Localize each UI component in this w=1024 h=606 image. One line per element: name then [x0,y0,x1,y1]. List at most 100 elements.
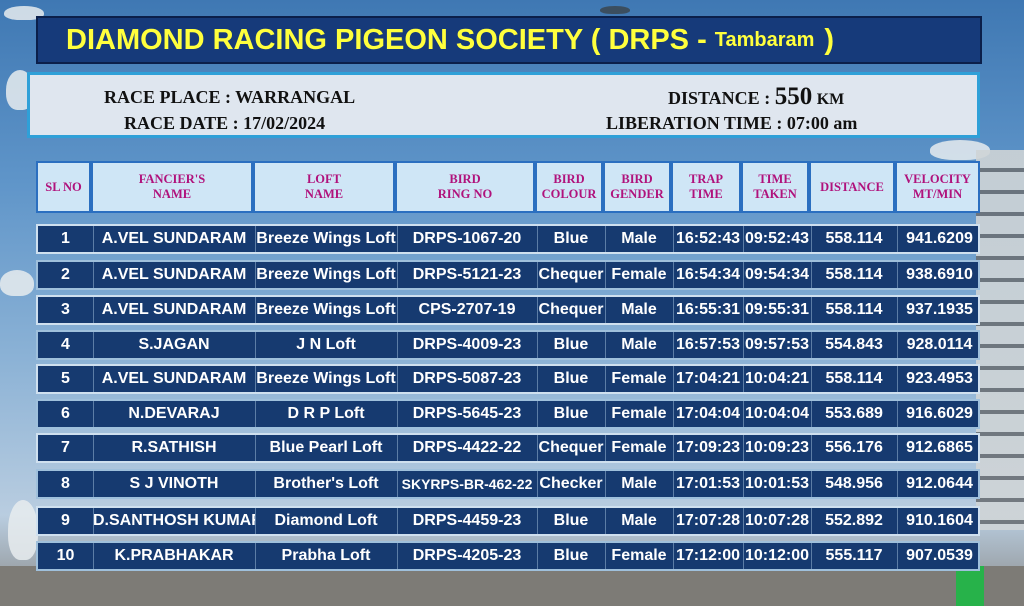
cell-trap-time: 16:55:31 [673,297,744,323]
cell-sl-no: 2 [38,262,94,288]
cell-trap-time: 16:57:53 [673,332,744,358]
table-row: 6 N.DEVARAJ D R P Loft DRPS-5645-23 Blue Fema… [36,399,980,429]
cell-fancier-name: A.VEL SUNDARAM [93,366,256,392]
distance-block: DISTANCE : 550 KM [668,83,844,111]
cell-bird-colour: Blue [537,401,606,427]
cell-fancier-name: D.SANTHOSH KUMAR [93,508,256,534]
society-title: DIAMOND RACING PIGEON SOCIETY ( DRPS - [66,23,707,56]
cell-ring-no: DRPS-4009-23 [397,332,538,358]
column-header-text: NAME [152,187,192,201]
table-row: 9 D.SANTHOSH KUMAR Diamond Loft DRPS-4459-2… [36,506,980,536]
cell-trap-time: 17:09:23 [673,435,744,461]
cell-loft-name: Prabha Loft [255,543,398,569]
cell-bird-gender: Female [605,435,674,461]
ground-decoration [0,566,1024,606]
cell-sl-no: 5 [38,366,94,392]
building-decoration [976,150,1024,530]
cell-velocity: 912.0644 [906,475,973,492]
column-header-time-taken: TIME TAKEN [741,161,809,213]
cell-velocity: 912.6865 [906,439,973,456]
cell-trap-time: 17:04:04 [673,401,744,427]
cell-loft-name: Diamond Loft [255,508,398,534]
pigeon-decoration [4,6,44,20]
cell-fancier-name: S.JAGAN [93,332,256,358]
table-row: 2 A.VEL SUNDARAM Breeze Wings Loft DRPS-512… [36,260,980,290]
cell-trap-time: 17:12:00 [673,543,744,569]
column-header-velocity: VELOCITY MT/MIN [895,161,980,213]
cell-ring-no: CPS-2707-19 [397,297,538,323]
cell-ring-no: SKYRPS-BR-462-22 [397,471,538,497]
cell-time-taken: 10:09:23 [743,435,812,461]
cell-bird-colour: Chequer [537,435,606,461]
column-header-text: BIRD [553,172,585,186]
column-header-fancier-name: FANCIER'S NAME [91,161,253,213]
column-header-text: LOFT [306,172,342,186]
cell-loft-name: J N Loft [255,332,398,358]
column-header-ring-no: BIRD RING NO [395,161,535,213]
table-row: 3 A.VEL SUNDARAM Breeze Wings Loft CPS-2707… [36,295,980,325]
cell-distance: 554.843 [811,332,898,358]
pigeon-decoration [600,6,630,14]
table-row: 1 A.VEL SUNDARAM Breeze Wings Loft DRPS-106… [36,224,980,254]
cell-trap-time: 16:54:34 [673,262,744,288]
cell-bird-colour: Blue [537,366,606,392]
cell-bird-colour: Blue [537,332,606,358]
cell-ring-no: DRPS-4459-23 [397,508,538,534]
cell-fancier-name: R.SATHISH [93,435,256,461]
column-header-text: TIME [758,172,792,186]
cell-ring-no: DRPS-4205-23 [397,543,538,569]
column-header-text: TAKEN [753,187,797,201]
cell-fancier-name: K.PRABHAKAR [93,543,256,569]
cell-trap-time: 16:52:43 [673,226,744,252]
cell-distance: 558.114 [811,366,898,392]
cell-bird-gender: Male [605,297,674,323]
cell-bird-colour: Chequer [537,297,606,323]
cell-trap-time: 17:01:53 [673,471,744,497]
cell-ring-no: DRPS-1067-20 [397,226,538,252]
cell-distance: 558.114 [811,226,898,252]
table-row: 5 A.VEL SUNDARAM Breeze Wings Loft DRPS-508… [36,364,980,394]
pigeon-decoration [8,500,38,560]
cell-time-taken: 10:01:53 [743,471,812,497]
cell-velocity: 941.6209 [906,230,973,247]
cell-sl-no: 8 [38,471,94,497]
cell-distance: 553.689 [811,401,898,427]
cell-sl-no: 1 [38,226,94,252]
society-location: Tambaram [714,28,815,51]
table-row: 7 R.SATHISH Blue Pearl Loft DRPS-4422-22 Che… [36,433,980,463]
cell-bird-gender: Male [605,471,674,497]
distance-label: DISTANCE : [668,88,771,108]
column-header-trap-time: TRAP TIME [671,161,741,213]
cell-bird-colour: Blue [537,508,606,534]
cell-bird-colour: Chequer [537,262,606,288]
cell-sl-no: 3 [38,297,94,323]
cell-loft-name: Breeze Wings Loft [255,297,398,323]
cell-ring-no: DRPS-4422-22 [397,435,538,461]
cell-loft-name: Breeze Wings Loft [255,226,398,252]
cell-loft-name: Blue Pearl Loft [255,435,398,461]
column-header-text: GENDER [610,187,664,201]
cell-time-taken: 09:54:34 [743,262,812,288]
pigeon-decoration [0,270,34,296]
race-info-panel: RACE PLACE : WARRANGAL RACE DATE : 17/02… [27,72,980,138]
cell-velocity: 923.4953 [906,370,973,387]
distance-value: 550 [774,83,813,110]
green-post-decoration [956,566,984,606]
cell-velocity: 916.6029 [906,405,973,422]
cell-sl-no: 4 [38,332,94,358]
distance-unit: KM [816,91,845,108]
cell-fancier-name: A.VEL SUNDARAM [93,226,256,252]
cell-distance: 558.114 [811,297,898,323]
column-header-text: SL NO [45,179,82,194]
cell-velocity: 937.1935 [906,301,973,318]
cell-bird-gender: Female [605,543,674,569]
cell-bird-gender: Male [605,508,674,534]
race-place: RACE PLACE : WARRANGAL [104,87,356,107]
cell-trap-time: 17:04:21 [673,366,744,392]
table-row: 10 K.PRABHAKAR Prabha Loft DRPS-4205-23 Blue… [36,541,980,571]
cell-fancier-name: A.VEL SUNDARAM [93,262,256,288]
column-header-loft-name: LOFT NAME [253,161,395,213]
cell-bird-colour: Blue [537,226,606,252]
column-header-text: VELOCITY [904,172,971,186]
